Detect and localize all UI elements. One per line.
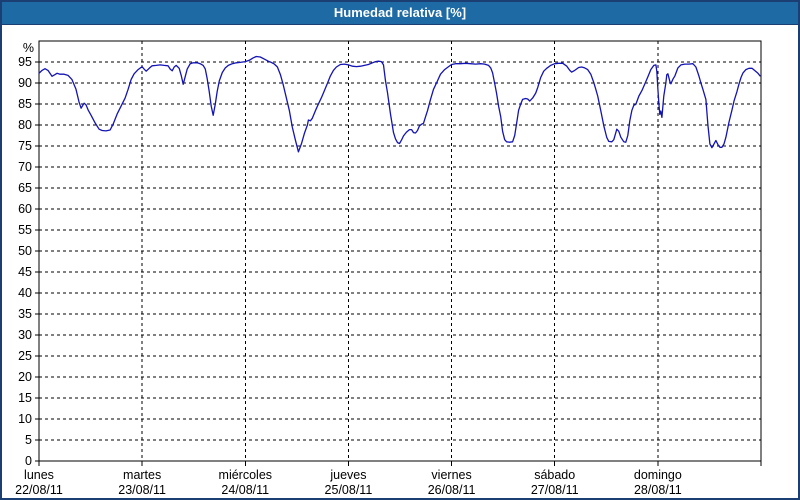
x-axis-day-label: viernes xyxy=(431,468,471,482)
chart-area: 0 5 10 15 20 25 30 35 40 45 50 55 60 65 70 75 80 85 90 95 lu… xyxy=(2,25,798,498)
y-axis-label: 95 xyxy=(18,55,32,69)
x-axis-day-label: lunes xyxy=(24,468,54,482)
humidity-chart: 0 5 10 15 20 25 30 35 40 45 50 55 60 65 70 75 80 85 90 95 lu… xyxy=(15,40,762,497)
x-axis-day-label: domingo xyxy=(634,468,682,482)
chart-title: Humedad relativa [%] xyxy=(333,5,467,20)
y-axis-label: 85 xyxy=(18,97,32,111)
title-bar: Humedad relativa [%] xyxy=(2,2,798,25)
x-axis-day-label: sábado xyxy=(534,468,575,482)
y-axis-label: 60 xyxy=(18,202,32,216)
y-axis-label: 80 xyxy=(18,118,32,132)
x-axis-date-label: 23/08/11 xyxy=(118,483,166,497)
y-axis-label: 30 xyxy=(18,328,32,342)
y-axis-label: 15 xyxy=(18,391,32,405)
y-axis-label: 45 xyxy=(18,265,32,279)
plot-frame xyxy=(38,40,762,462)
x-axis-day-label: martes xyxy=(123,468,161,482)
y-axis-label: 55 xyxy=(18,223,32,237)
y-axis-label: 50 xyxy=(18,244,32,258)
humidity-line xyxy=(38,55,761,153)
y-axis-label: 25 xyxy=(18,349,32,363)
y-axis-label: 75 xyxy=(18,139,32,153)
x-axis-day-label: miércoles xyxy=(219,468,273,482)
x-axis-date-label: 22/08/11 xyxy=(15,483,63,497)
x-axis-date-label: 26/08/11 xyxy=(428,483,476,497)
y-axis-label: 70 xyxy=(18,160,32,174)
y-axis-label: 35 xyxy=(18,307,32,321)
x-axis-date-label: 24/08/11 xyxy=(221,483,269,497)
x-axis-date-label: 25/08/11 xyxy=(325,483,373,497)
y-axis-label: 10 xyxy=(18,412,32,426)
y-axis-label: 40 xyxy=(18,286,32,300)
y-axis-label: 0 xyxy=(25,454,32,468)
y-axis-unit-label: % xyxy=(23,41,34,55)
x-axis-date-label: 28/08/11 xyxy=(634,483,682,497)
y-axis-label: 5 xyxy=(25,433,32,447)
y-axis-label: 90 xyxy=(18,76,32,90)
x-axis-date-label: 27/08/11 xyxy=(531,483,579,497)
y-axis-label: 20 xyxy=(18,370,32,384)
x-axis-day-label: jueves xyxy=(329,468,366,482)
y-axis-label: 65 xyxy=(18,181,32,195)
